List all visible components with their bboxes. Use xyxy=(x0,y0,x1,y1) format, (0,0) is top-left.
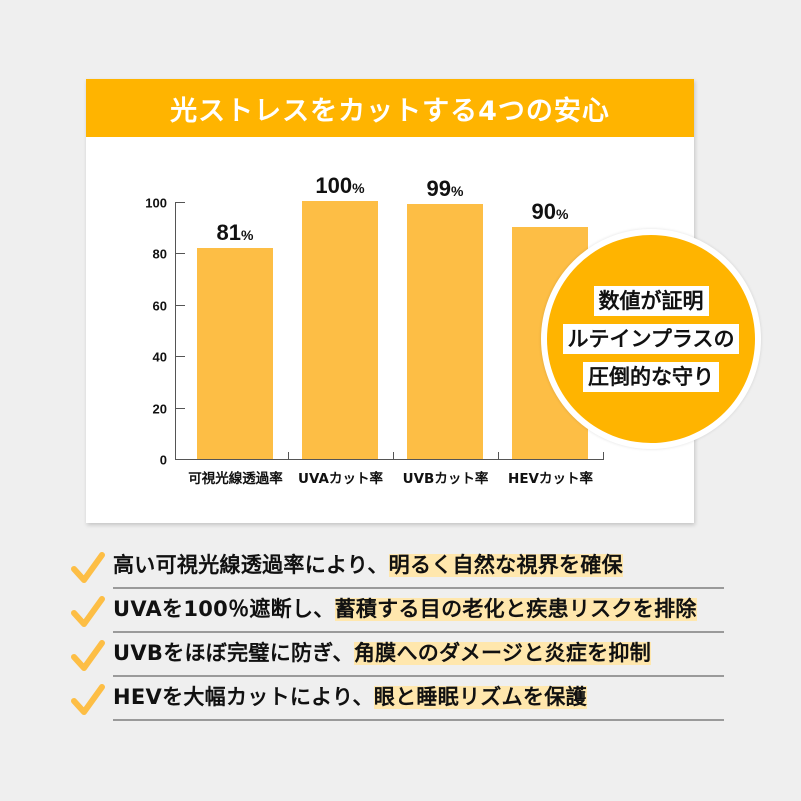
y-tick-label: 40 xyxy=(152,349,167,365)
divider xyxy=(113,631,724,633)
y-tick xyxy=(175,253,185,254)
y-tick-label: 100 xyxy=(145,195,167,211)
y-tick xyxy=(175,459,185,460)
y-tick xyxy=(175,202,185,203)
category-label: HEVカット率 xyxy=(508,471,593,487)
bullet-text-plain: HEVを大幅カットにより、 xyxy=(113,685,374,709)
bullet-text-highlight: 眼と睡眠リズムを保護 xyxy=(373,685,587,709)
check-icon xyxy=(71,552,105,583)
benefit-list: 高い可視光線透過率により、明るく自然な視界を確保 UVAを100％遮断し、蓄積す… xyxy=(68,545,728,721)
x-tick xyxy=(498,452,499,459)
badge-line: 圧倒的な守り xyxy=(583,362,719,392)
list-item: HEVを大幅カットにより、眼と睡眠リズムを保護 xyxy=(68,677,728,721)
bullet-text-plain: UVAを100％遮断し、 xyxy=(113,597,335,621)
bar-value-label: 90% xyxy=(531,199,569,224)
y-tick-label: 60 xyxy=(152,298,167,314)
y-axis xyxy=(175,202,176,460)
bar-value-label: 81% xyxy=(216,220,254,245)
bar-visible-light xyxy=(197,248,273,459)
badge-line: ルテインプラスの xyxy=(562,324,740,354)
bullet-text-highlight: 角膜へのダメージと炎症を抑制 xyxy=(353,641,652,665)
bullet-text-highlight: 蓄積する目の老化と疾患リスクを排除 xyxy=(334,597,697,621)
divider xyxy=(113,587,724,589)
check-icon xyxy=(71,684,105,715)
divider xyxy=(113,719,724,721)
bullet-text-plain: UVBをほぼ完璧に防ぎ、 xyxy=(113,641,354,665)
check-icon xyxy=(71,596,105,627)
bullet-text-plain: 高い可視光線透過率により、 xyxy=(113,553,389,577)
list-item: 高い可視光線透過率により、明るく自然な視界を確保 xyxy=(68,545,728,589)
bar-uvb xyxy=(407,204,483,459)
bar-uva xyxy=(302,201,378,459)
y-tick xyxy=(175,356,185,357)
y-tick-label: 20 xyxy=(152,401,167,417)
proof-badge: 数値が証明 ルテインプラスの 圧倒的な守り xyxy=(541,229,761,449)
bar-value-label: 100% xyxy=(315,173,365,198)
category-label: UVBカット率 xyxy=(402,471,489,487)
bar-value-label: 99% xyxy=(426,176,464,201)
category-label: UVAカット率 xyxy=(298,471,383,487)
x-tick xyxy=(288,452,289,459)
list-item: UVBをほぼ完璧に防ぎ、角膜へのダメージと炎症を抑制 xyxy=(68,633,728,677)
category-label: 可視光線透過率 xyxy=(188,471,283,487)
check-icon xyxy=(71,640,105,671)
x-axis xyxy=(175,459,604,460)
badge-line: 数値が証明 xyxy=(593,286,709,316)
x-tick xyxy=(603,452,604,459)
x-tick xyxy=(393,452,394,459)
panel-title: 光ストレスをカットする4つの安心 xyxy=(86,79,694,137)
divider xyxy=(113,675,724,677)
list-item: UVAを100％遮断し、蓄積する目の老化と疾患リスクを排除 xyxy=(68,589,728,633)
y-tick-label: 0 xyxy=(159,452,167,468)
bullet-text-highlight: 明るく自然な視界を確保 xyxy=(388,553,623,577)
y-tick-label: 80 xyxy=(152,246,167,262)
y-tick xyxy=(175,408,185,409)
y-tick xyxy=(175,305,185,306)
